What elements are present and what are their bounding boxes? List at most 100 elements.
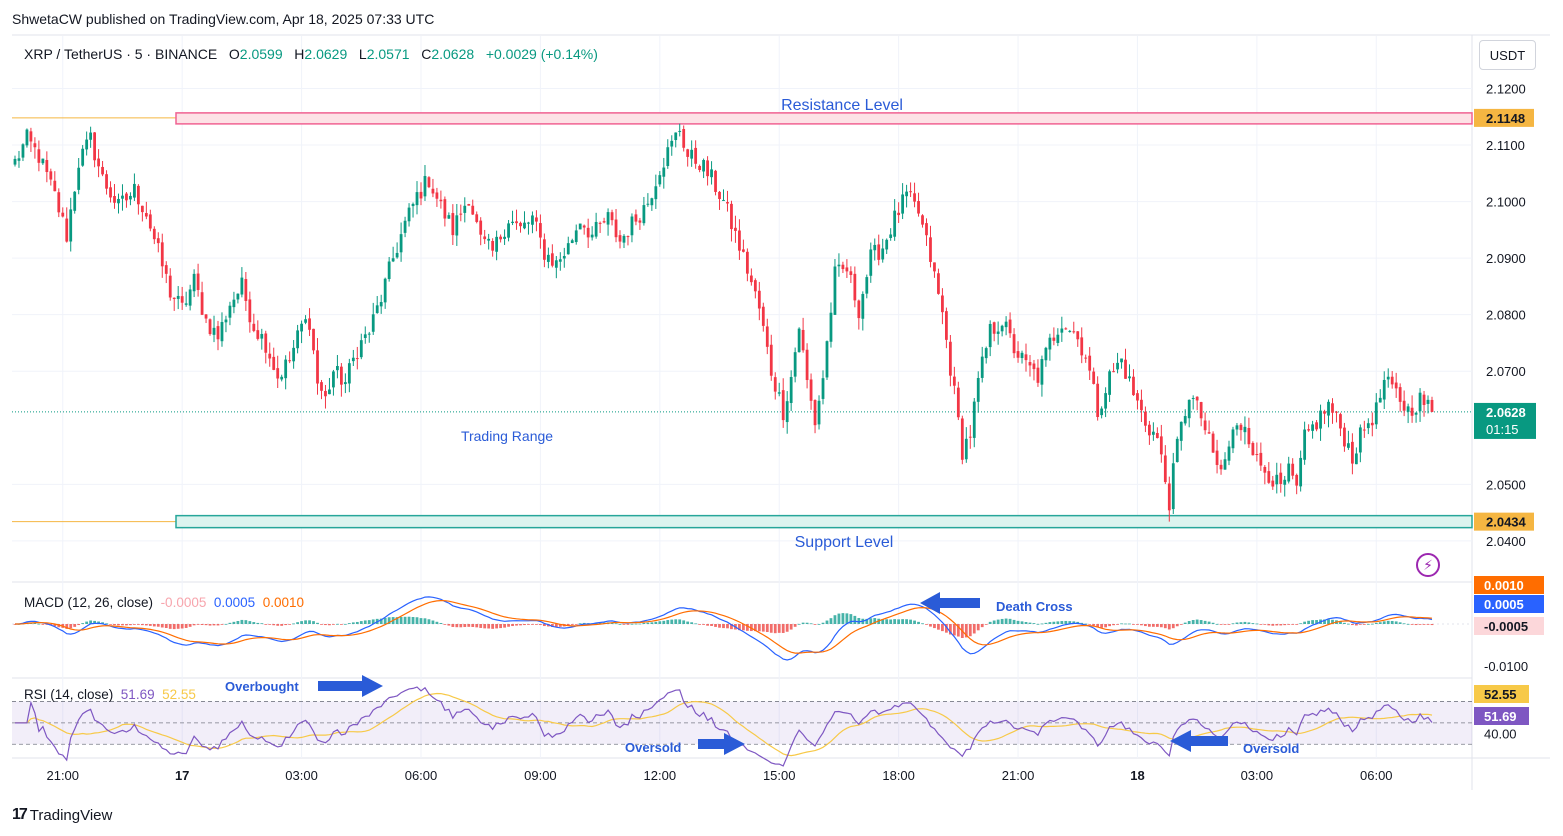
macd-hist-bar bbox=[821, 622, 825, 624]
macd-hist-bar bbox=[57, 624, 61, 628]
macd-hist-bar bbox=[347, 623, 351, 624]
candle-body bbox=[475, 214, 479, 222]
candle-body bbox=[1275, 474, 1279, 485]
macd-hist-bar bbox=[1012, 619, 1016, 624]
macd-hist-bar bbox=[622, 624, 626, 625]
candle-body bbox=[407, 207, 411, 222]
candle-body bbox=[1398, 387, 1402, 402]
candle-body bbox=[630, 216, 634, 236]
candle-body bbox=[1315, 422, 1318, 430]
macd-hist-bar bbox=[1331, 619, 1334, 624]
candle-body bbox=[1092, 371, 1096, 384]
resistance-price-badge-bg bbox=[1474, 108, 1534, 127]
time-tick-label: 21:00 bbox=[46, 768, 79, 783]
candle-body bbox=[857, 300, 861, 319]
candle-body bbox=[180, 296, 184, 303]
macd-hist-bar bbox=[121, 624, 124, 626]
candle-body bbox=[706, 160, 709, 177]
macd-hist-bar bbox=[869, 618, 873, 624]
candle-body bbox=[140, 205, 144, 213]
candle-body bbox=[379, 302, 383, 307]
candle-body bbox=[964, 438, 968, 460]
macd-hist-bar bbox=[753, 624, 757, 632]
time-tick-label: 17 bbox=[175, 768, 189, 783]
macd-hist-bar bbox=[694, 623, 698, 625]
candle-body bbox=[1327, 401, 1330, 416]
macd-hist-bar bbox=[706, 624, 709, 626]
candle-body bbox=[893, 210, 897, 237]
macd-hist-bar bbox=[1191, 620, 1195, 624]
price-tick-label: 2.0400 bbox=[1486, 534, 1526, 549]
macd-axis-badge: -0.0005 bbox=[1484, 619, 1528, 634]
macd-hist-bar bbox=[1219, 624, 1223, 625]
candle-body bbox=[1390, 376, 1394, 385]
candle-body bbox=[288, 360, 292, 362]
candle-body bbox=[913, 193, 916, 202]
currency-button[interactable]: USDT bbox=[1479, 40, 1536, 70]
candle-body bbox=[216, 326, 220, 340]
macd-hist-bar bbox=[89, 620, 93, 624]
macd-hist-bar bbox=[1279, 624, 1283, 626]
candle-body bbox=[125, 193, 128, 201]
candle-body bbox=[801, 329, 805, 351]
macd-hist-bar bbox=[527, 624, 530, 625]
candle-body bbox=[45, 160, 49, 173]
symbol-legend[interactable]: XRP / TetherUS · 5 · BINANCE O2.0599 H2.… bbox=[24, 46, 598, 62]
lightning-icon[interactable]: ⚡ bbox=[1416, 553, 1440, 577]
candle-body bbox=[471, 205, 475, 215]
macd-hist-bar bbox=[117, 624, 120, 626]
macd-hist-bar bbox=[423, 618, 427, 624]
candle-body bbox=[13, 158, 17, 165]
macd-hist-bar bbox=[240, 619, 244, 624]
candle-body bbox=[690, 149, 694, 159]
candle-body bbox=[901, 194, 905, 214]
candle-body bbox=[1247, 427, 1251, 445]
candle-body bbox=[546, 254, 550, 262]
candle-body bbox=[777, 392, 781, 394]
candle-body bbox=[1068, 330, 1072, 332]
candle-body bbox=[1064, 328, 1068, 330]
candle-body bbox=[1351, 441, 1354, 464]
candle-body bbox=[781, 390, 785, 421]
macd-hist-bar bbox=[1068, 621, 1072, 624]
candle-body bbox=[1159, 436, 1163, 455]
macd-legend[interactable]: MACD (12, 26, close) -0.0005 0.0005 0.00… bbox=[24, 595, 304, 610]
macd-hist-bar bbox=[292, 623, 296, 625]
candle-body bbox=[698, 165, 702, 171]
candle-body bbox=[1132, 376, 1135, 396]
macd-hist-bar bbox=[913, 620, 916, 624]
candle-body bbox=[1100, 408, 1104, 416]
macd-hist-bar bbox=[1056, 621, 1060, 624]
rsi-legend[interactable]: RSI (14, close) 51.69 52.55 bbox=[24, 687, 196, 702]
macd-hist-bar bbox=[1120, 623, 1123, 625]
candle-body bbox=[1323, 411, 1326, 414]
macd-hist-bar bbox=[873, 618, 877, 624]
candle-body bbox=[37, 149, 41, 163]
macd-hist-bar bbox=[1104, 624, 1108, 628]
macd-hist-bar bbox=[133, 624, 136, 625]
macd-hist-bar bbox=[666, 620, 670, 624]
candle-body bbox=[742, 249, 745, 252]
macd-hist-bar bbox=[148, 624, 152, 626]
candle-body bbox=[304, 319, 307, 323]
candle-body bbox=[467, 204, 471, 206]
macd-hist-bar bbox=[1116, 624, 1119, 625]
macd-hist-bar bbox=[582, 622, 586, 624]
candle-body bbox=[1271, 480, 1275, 487]
macd-hist-bar bbox=[264, 624, 268, 625]
macd-hist-bar bbox=[1378, 622, 1382, 624]
candle-body bbox=[300, 323, 303, 332]
macd-hist-bar bbox=[742, 624, 745, 631]
candle-body bbox=[403, 220, 407, 233]
candle-body bbox=[1096, 383, 1100, 418]
low-label: L bbox=[358, 46, 367, 62]
macd-hist-bar bbox=[1386, 620, 1390, 624]
overbought-label: Overbought bbox=[225, 679, 299, 694]
candle-body bbox=[1084, 357, 1088, 359]
candle-body bbox=[296, 330, 299, 349]
candle-body bbox=[1259, 452, 1263, 466]
rsi-ma-badge: 52.55 bbox=[1484, 687, 1517, 702]
macd-hist-bar bbox=[451, 624, 455, 627]
support-price-badge: 2.0434 bbox=[1486, 515, 1527, 530]
